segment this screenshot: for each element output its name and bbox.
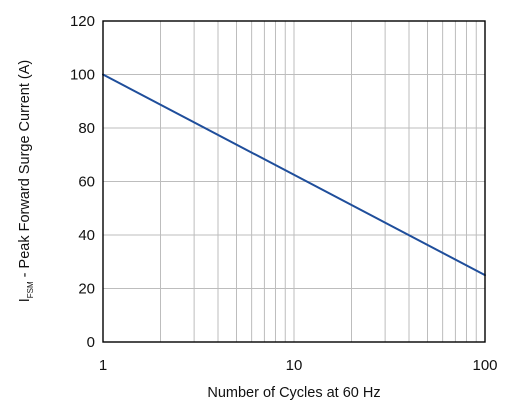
y-tick-label: 20 [78,281,95,298]
y-tick-label: 80 [78,120,95,137]
series-line [102,73,486,277]
x-tick-label: 1 [99,357,107,374]
x-axis-label: Number of Cycles at 60 Hz [207,385,380,401]
y-axis-label-rest: - Peak Forward Surge Current (A) [17,60,33,282]
plot-frame [102,20,486,343]
y-tick-label: 120 [70,13,95,30]
y-axis-label: IFSM - Peak Forward Surge Current (A) [17,60,35,303]
grid-layer [103,21,485,342]
x-tick-labels: 1 10 100 [99,357,498,374]
x-tick-label: 100 [472,357,497,374]
y-axis-label-main: I [17,298,33,302]
y-axis-label-subscript: FSM [26,281,35,298]
y-tick-label: 60 [78,174,95,191]
series-layer [102,73,486,277]
y-tick-label: 100 [70,67,95,84]
x-tick-label: 10 [286,357,303,374]
y-tick-labels: 0 20 40 60 80 100 120 [70,13,95,351]
y-tick-label: 40 [78,227,95,244]
y-tick-label: 0 [87,334,95,351]
